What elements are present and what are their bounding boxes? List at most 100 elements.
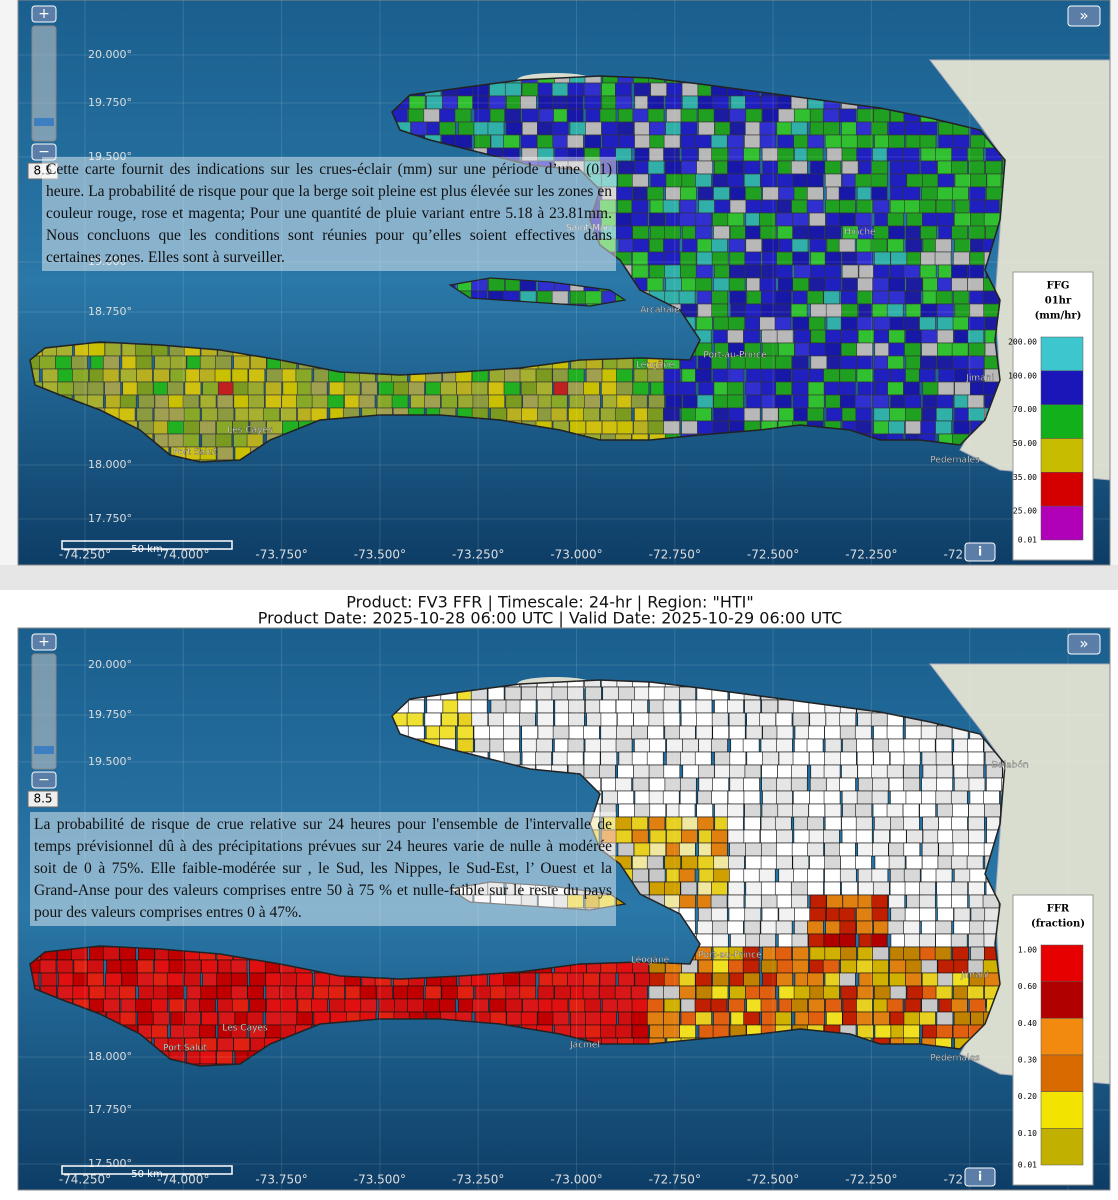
region	[648, 686, 666, 701]
region	[504, 108, 521, 123]
region	[791, 933, 809, 948]
region	[295, 985, 313, 1000]
region	[647, 725, 665, 740]
region	[599, 985, 616, 1000]
region	[890, 790, 907, 805]
region	[743, 972, 760, 987]
region	[841, 251, 859, 266]
region	[808, 933, 825, 948]
lat-label: 18.750°	[88, 305, 132, 318]
region	[729, 225, 747, 240]
region	[520, 134, 538, 149]
region	[567, 738, 585, 753]
info-button[interactable]: i	[964, 542, 996, 562]
zoom-out-button[interactable]: −	[31, 771, 57, 789]
region	[951, 881, 968, 896]
region	[778, 751, 796, 766]
region	[824, 725, 841, 740]
region	[712, 777, 729, 792]
region	[745, 199, 763, 214]
region	[872, 738, 890, 753]
region	[616, 420, 634, 435]
region	[646, 1011, 664, 1026]
info-button[interactable]: i	[964, 1167, 996, 1187]
region	[313, 985, 330, 1000]
zoom-slider[interactable]	[31, 25, 57, 142]
region	[824, 134, 842, 149]
region	[616, 381, 633, 396]
zoom-out-button[interactable]: −	[31, 143, 57, 161]
region	[552, 1011, 570, 1026]
legend-label: 0.60	[1018, 982, 1037, 991]
region	[937, 972, 955, 987]
button-bg	[964, 1167, 996, 1187]
region	[152, 420, 170, 435]
expand-button[interactable]: »	[1067, 5, 1101, 27]
legend-swatch	[1040, 336, 1084, 372]
zoom-slider[interactable]	[31, 653, 57, 770]
region	[760, 381, 778, 396]
region	[311, 394, 329, 409]
region	[119, 946, 137, 961]
zoom-thumb[interactable]	[34, 118, 54, 126]
zoom-thumb[interactable]	[34, 746, 54, 754]
region	[968, 160, 986, 175]
region	[681, 277, 698, 292]
expand-button[interactable]: »	[1067, 633, 1101, 655]
region	[776, 972, 793, 987]
region	[585, 699, 602, 714]
region	[824, 855, 841, 870]
region	[615, 225, 633, 240]
region	[537, 985, 555, 1000]
region	[968, 816, 985, 831]
region	[631, 816, 649, 831]
region	[807, 972, 824, 987]
region	[921, 342, 938, 357]
region	[695, 699, 713, 714]
region	[426, 699, 444, 714]
zoom-in-button[interactable]: +	[31, 633, 57, 651]
region	[823, 790, 841, 805]
region	[695, 212, 713, 227]
region	[952, 829, 970, 844]
zoom-in-button[interactable]: +	[31, 5, 57, 23]
button-bg	[964, 542, 996, 562]
region	[905, 225, 923, 240]
region	[809, 907, 827, 922]
region	[536, 686, 553, 701]
region	[714, 121, 732, 136]
region	[745, 881, 763, 896]
region	[729, 764, 746, 779]
region	[631, 199, 649, 214]
region	[871, 868, 889, 883]
region	[888, 777, 906, 792]
region	[663, 368, 681, 383]
region	[729, 186, 747, 201]
region	[698, 199, 716, 214]
region	[664, 160, 682, 175]
region	[537, 82, 555, 97]
region	[215, 433, 233, 448]
region	[903, 738, 921, 753]
region	[774, 316, 792, 331]
legend-swatch	[1040, 1018, 1084, 1056]
region	[631, 751, 649, 766]
region	[713, 186, 730, 201]
region	[136, 368, 153, 383]
region	[695, 264, 713, 279]
region	[902, 316, 920, 331]
region	[202, 381, 219, 396]
region	[616, 394, 634, 409]
region	[951, 264, 968, 279]
region	[503, 725, 520, 740]
region	[710, 998, 728, 1013]
region	[856, 959, 874, 974]
region	[711, 290, 729, 305]
region	[873, 329, 891, 344]
region	[903, 842, 921, 857]
region	[521, 121, 539, 136]
region	[697, 108, 715, 123]
region	[841, 329, 859, 344]
region	[664, 777, 682, 792]
region	[936, 1011, 954, 1026]
